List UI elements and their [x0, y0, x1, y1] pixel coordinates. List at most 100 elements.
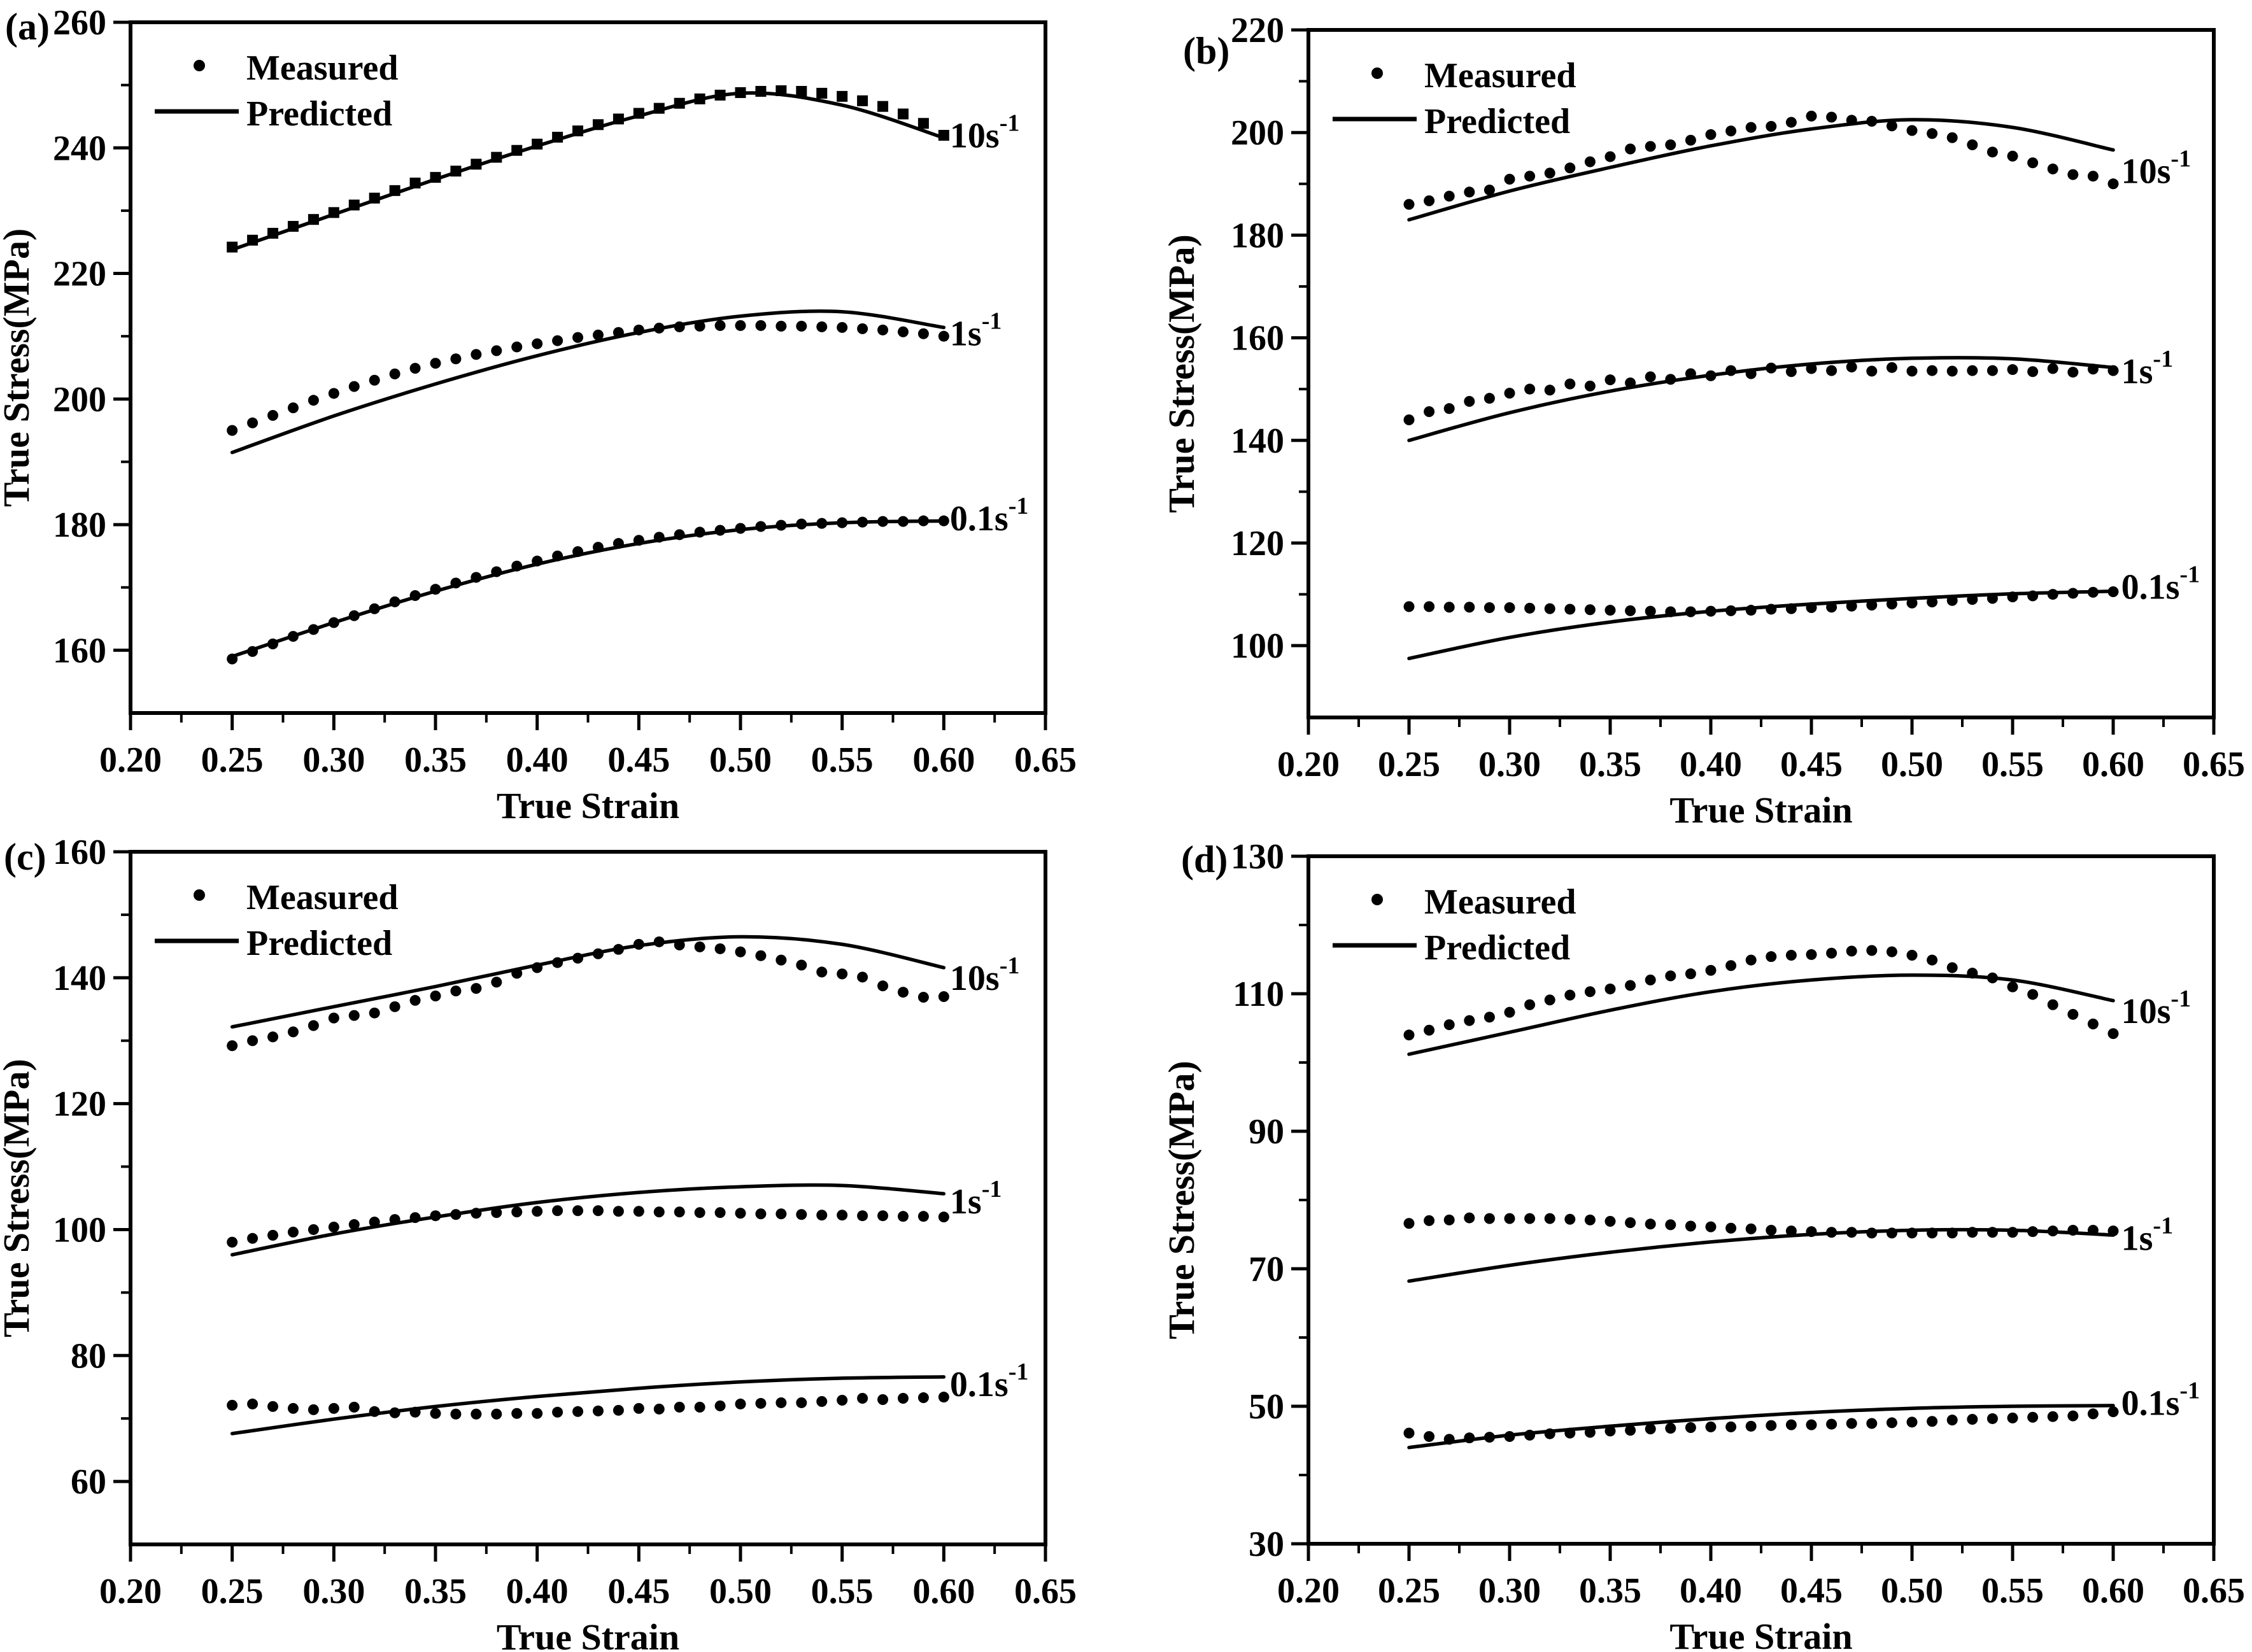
measured-point: [653, 1206, 665, 1218]
y-tick-label: 80: [71, 1336, 106, 1376]
measured-point: [247, 417, 258, 428]
x-tick-label: 0.25: [201, 1572, 264, 1611]
measured-point: [1625, 378, 1636, 389]
measured-point: [653, 322, 665, 334]
measured-point: [1443, 1434, 1455, 1445]
y-axis-title: True Stress(MPa): [1161, 1061, 1202, 1339]
legend-measured-dot-icon: [194, 60, 205, 71]
measured-point: [511, 341, 523, 353]
measured-point: [1625, 605, 1636, 616]
measured-point: [369, 1406, 380, 1417]
measured-point: [1443, 403, 1455, 414]
panel-letter: (d): [1181, 838, 1228, 880]
measured-point: [877, 980, 889, 992]
panel-letter: (a): [5, 6, 50, 48]
predicted-line: [1407, 973, 2115, 1056]
x-tick-label: 0.60: [2082, 1571, 2144, 1611]
predicted-line: [1407, 118, 2115, 222]
x-tick-label: 0.35: [404, 1572, 467, 1611]
measured-point: [409, 994, 421, 1006]
curve-label-base: 1s: [950, 314, 982, 353]
curve-label-superscript: -1: [982, 1176, 1002, 1203]
measured-point: [694, 320, 705, 332]
measured-point: [2047, 1411, 2058, 1422]
measured-point: [1826, 365, 1838, 376]
measured-point: [1906, 597, 1918, 609]
y-tick-label: 120: [53, 1085, 106, 1124]
y-tick-label: 30: [1249, 1525, 1284, 1564]
measured-point: [1806, 1419, 1817, 1430]
measured-point: [227, 425, 238, 436]
measured-point: [1665, 606, 1676, 618]
measured-point: [1544, 1213, 1555, 1224]
y-tick-label: 120: [1231, 524, 1284, 563]
measured-point: [917, 118, 929, 129]
measured-point: [1625, 980, 1636, 991]
measured-point: [1946, 595, 1958, 606]
measured-point: [1584, 604, 1596, 616]
measured-points: [227, 1205, 949, 1248]
measured-point: [430, 172, 441, 183]
measured-point: [2107, 365, 2119, 376]
measured-point: [572, 125, 584, 137]
measured-point: [837, 968, 848, 980]
measured-point: [287, 221, 299, 232]
measured-point: [1464, 1212, 1475, 1224]
measured-point: [1424, 1215, 1435, 1226]
curve-label-superscript: -1: [2171, 146, 2191, 173]
measured-point: [877, 101, 889, 112]
measured-point: [389, 185, 400, 196]
measured-point: [897, 108, 909, 120]
predicted-line: [230, 519, 946, 658]
curve-label-superscript: -1: [2179, 561, 2200, 588]
measured-point: [1866, 599, 1878, 611]
curve-label-base: 10s: [950, 116, 1000, 156]
predicted-line: [230, 309, 946, 455]
measured-point: [1645, 141, 1656, 152]
measured-point: [633, 324, 644, 335]
y-tick-label: 220: [53, 255, 106, 294]
measured-point: [857, 1393, 868, 1404]
measured-point: [552, 957, 563, 968]
measured-point: [1504, 1431, 1515, 1443]
curve-label-base: 0.1s: [2121, 567, 2180, 607]
curve-label-superscript: -1: [2153, 1212, 2173, 1239]
measured-point: [348, 199, 360, 211]
measured-point: [471, 983, 482, 994]
measured-point: [1705, 129, 1717, 140]
x-axis: 0.20 0.25 0.30 0.35 0.40 0.45 0.50 0.55 0.60 0.65…: [1277, 717, 2245, 831]
measured-point: [2087, 171, 2099, 182]
x-tick-label: 0.55: [1981, 745, 2044, 784]
measured-point: [714, 943, 726, 954]
y-tick-label: 130: [1231, 837, 1284, 877]
measured-point: [1927, 954, 1938, 966]
measured-point: [1927, 1416, 1938, 1427]
panel-b-chart: (b) 0.20 0.25 0.30 0.35 0.40 0.45 0.50 0.55 0.60 0…: [1127, 0, 2252, 831]
measured-point: [1443, 1019, 1455, 1031]
y-tick-label: 240: [53, 129, 106, 168]
measured-point: [917, 1392, 929, 1404]
measured-point: [775, 320, 787, 332]
measured-point: [1504, 1213, 1515, 1224]
measured-point: [1866, 115, 1878, 127]
measured-point: [308, 214, 319, 225]
measured-point: [572, 546, 584, 558]
y-tick-label: 160: [1231, 319, 1284, 358]
measured-point: [796, 1209, 807, 1220]
measured-point: [369, 374, 380, 386]
measured-point: [1604, 374, 1616, 386]
measured-point: [287, 1226, 299, 1238]
measured-point: [1625, 1217, 1636, 1229]
panel-letter: (b): [1183, 30, 1229, 72]
measured-point: [1725, 1222, 1737, 1234]
measured-point: [369, 1217, 380, 1228]
measured-point: [1403, 414, 1415, 426]
measured-point: [613, 327, 624, 338]
measured-point: [1625, 1425, 1636, 1436]
measured-point: [471, 159, 482, 170]
measured-point: [287, 631, 299, 642]
measured-point: [1806, 1226, 1817, 1238]
measured-point: [674, 1401, 685, 1413]
measured-point: [694, 93, 705, 104]
panel-a-chart: (a) 0.20 0.25 0.30 0.35 0.40 0.45 0.50 0.55 0.60 0…: [0, 0, 1127, 826]
